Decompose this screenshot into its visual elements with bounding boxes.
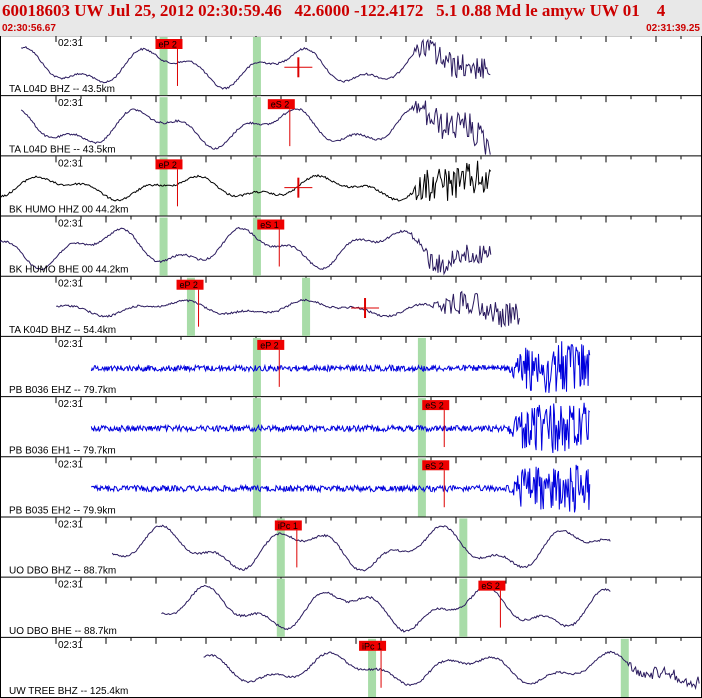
phase-window-band bbox=[459, 578, 468, 637]
station-label: TA K04D BHZ -- 54.4km bbox=[9, 325, 116, 336]
pick-flag bbox=[422, 400, 450, 411]
time-tick-label: 02:31 bbox=[58, 399, 83, 410]
seismic-waveform bbox=[20, 38, 491, 90]
pick-flag bbox=[478, 580, 506, 591]
station-label: PB B036 EHZ -- 79.7km bbox=[9, 385, 116, 396]
seismic-waveform bbox=[203, 650, 700, 691]
seismic-waveform bbox=[90, 341, 591, 393]
station-label: TA L04D BHE -- 43.5km bbox=[9, 144, 116, 155]
pick-label: eS 2 bbox=[271, 100, 290, 110]
pick-label: iPc 1 bbox=[362, 641, 382, 651]
time-tick-label: 02:31 bbox=[58, 219, 83, 230]
phase-window-band bbox=[159, 217, 168, 276]
station-label: UW TREE BHZ -- 125.4km bbox=[9, 686, 128, 697]
pick-flag bbox=[422, 460, 450, 471]
pick-flag bbox=[176, 279, 204, 290]
phase-window-band bbox=[252, 37, 261, 96]
phase-window-band bbox=[620, 638, 629, 697]
pick-flag bbox=[267, 99, 295, 110]
phase-window-band bbox=[252, 337, 261, 397]
pick-label: eS 2 bbox=[481, 581, 500, 591]
end-time-label: 02:31:39.25 bbox=[646, 23, 700, 34]
start-time-label: 02:30:56.67 bbox=[2, 23, 56, 34]
pick-label: iPc 1 bbox=[278, 521, 298, 531]
pick-flag bbox=[359, 640, 387, 651]
seismic-waveform bbox=[161, 584, 611, 633]
seismic-waveform bbox=[111, 524, 611, 572]
station-label: UO DBO BHE -- 88.7km bbox=[9, 626, 117, 637]
time-tick-label: 02:31 bbox=[58, 279, 83, 290]
seismic-waveform bbox=[56, 290, 520, 328]
phase-window-band bbox=[159, 97, 168, 156]
time-tick-label: 02:31 bbox=[58, 98, 83, 109]
pick-flag bbox=[155, 159, 183, 170]
pick-flag bbox=[274, 520, 302, 531]
seismic-waveform bbox=[90, 402, 591, 454]
phase-window-band bbox=[417, 458, 426, 517]
station-label: PB B036 EH1 -- 79.7km bbox=[9, 445, 116, 456]
seismic-waveform bbox=[20, 100, 491, 155]
pick-label: eP 2 bbox=[260, 340, 278, 350]
seismic-waveform bbox=[90, 464, 591, 513]
time-tick-label: 02:31 bbox=[58, 519, 83, 530]
time-tick-label: 02:31 bbox=[58, 38, 83, 49]
event-title: 60018603 UW Jul 25, 2012 02:30:59.46 42.… bbox=[2, 1, 666, 20]
time-tick-label: 02:31 bbox=[58, 158, 83, 169]
event-header: 60018603 UW Jul 25, 2012 02:30:59.46 42.… bbox=[0, 0, 702, 37]
phase-window-band bbox=[276, 578, 285, 637]
pick-flag bbox=[257, 339, 285, 350]
pick-label: eS 2 bbox=[425, 461, 444, 471]
phase-window-band bbox=[159, 157, 168, 216]
station-label: UO DBO BHZ -- 88.7km bbox=[9, 566, 116, 577]
time-tick-label: 02:31 bbox=[58, 459, 83, 470]
pick-label: eS 2 bbox=[425, 401, 444, 411]
pick-label: eP 2 bbox=[158, 160, 176, 170]
station-label: PB B035 EH2 -- 79.9km bbox=[9, 505, 116, 516]
station-label: BK HUMO HHZ 00 44.2km bbox=[9, 205, 128, 216]
phase-window-band bbox=[252, 217, 261, 276]
phase-window-band bbox=[302, 277, 311, 336]
phase-window-band bbox=[159, 37, 168, 96]
pick-label: eS 1 bbox=[260, 220, 279, 230]
phase-window-band bbox=[252, 157, 261, 216]
seismic-waveform bbox=[0, 226, 492, 276]
time-tick-label: 02:31 bbox=[58, 580, 83, 591]
seismogram-panel[interactable]: 02:31 eP 2 TA L04D BHZ -- 43.5km 02:31 eS 2 T… bbox=[0, 36, 702, 698]
phase-window-band bbox=[252, 398, 261, 457]
phase-window-band bbox=[368, 638, 377, 697]
phase-window-band bbox=[252, 97, 261, 156]
station-label: BK HUMO BHE 00 44.2km bbox=[9, 265, 128, 276]
pick-flag bbox=[155, 39, 183, 49]
pick-label: eP 2 bbox=[180, 280, 198, 290]
seismic-waveform bbox=[0, 160, 492, 202]
pick-flag bbox=[257, 219, 285, 230]
phase-window-band bbox=[276, 518, 285, 577]
time-tick-label: 02:31 bbox=[58, 339, 83, 350]
station-label: TA L04D BHZ -- 43.5km bbox=[9, 84, 115, 95]
pick-label: eP 2 bbox=[158, 40, 176, 50]
time-tick-label: 02:31 bbox=[58, 640, 83, 651]
phase-window-band bbox=[186, 277, 195, 336]
